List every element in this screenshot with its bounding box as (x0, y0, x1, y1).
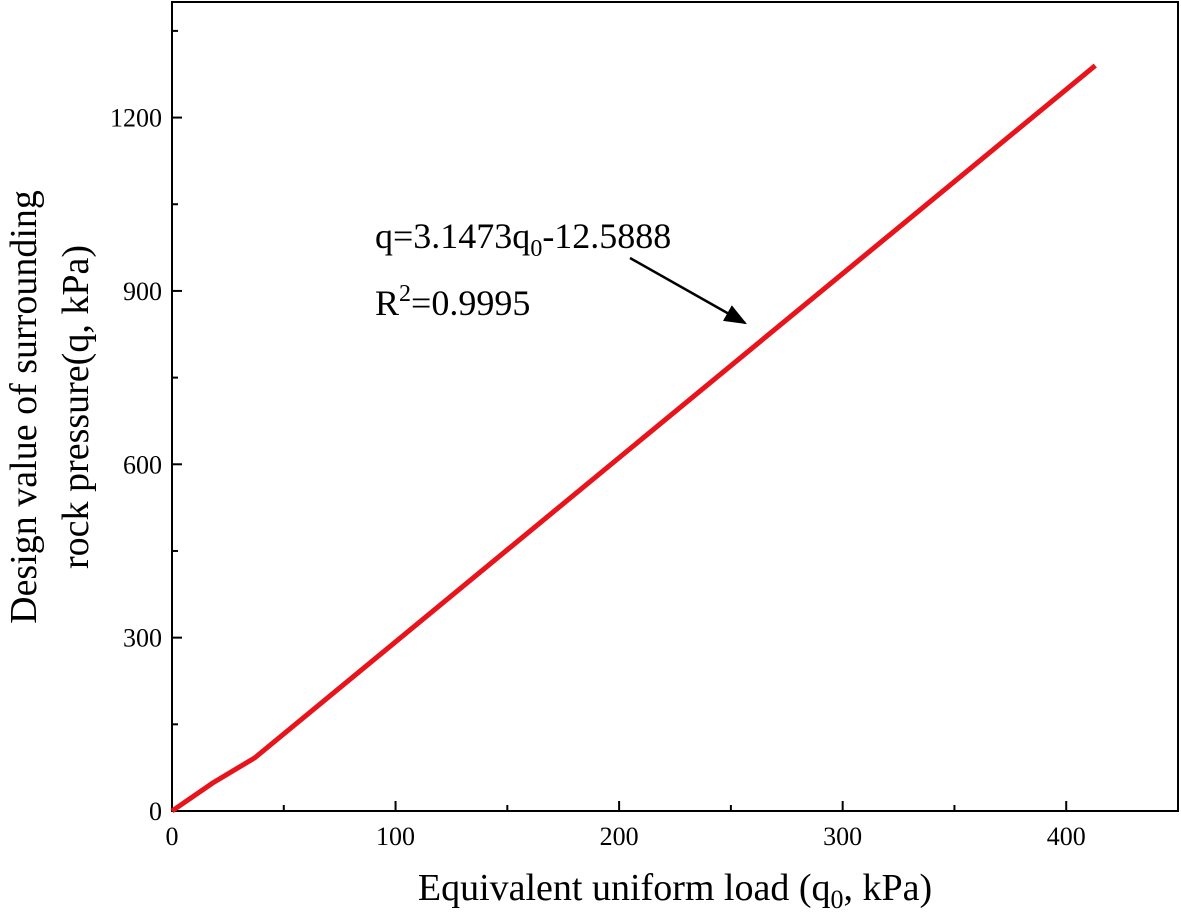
y-tick-label: 1200 (110, 104, 162, 133)
x-tick-label: 0 (166, 822, 179, 851)
equation-annotation: q=3.1473q0-12.5888 (375, 216, 671, 262)
annotation-arrow (629, 256, 747, 325)
r-squared-annotation: R2=0.9995 (375, 281, 530, 323)
data-line (170, 63, 1097, 814)
plot-frame (171, 1, 1179, 812)
y-tick-label: 600 (123, 450, 162, 479)
x-tick-label: 200 (600, 822, 639, 851)
y-tick-label: 900 (123, 277, 162, 306)
y-axis-label: Design value of surrounding (3, 190, 45, 624)
y-tick-label: 0 (149, 797, 162, 826)
x-tick-label: 400 (1047, 822, 1086, 851)
x-tick-label: 300 (823, 822, 862, 851)
y-axis-label: rock pressure(q, kPa) (55, 245, 97, 569)
x-axis-label: Equivalent uniform load (q0, kPa) (418, 867, 932, 914)
y-tick-label: 300 (123, 624, 162, 653)
x-tick-label: 100 (376, 822, 415, 851)
